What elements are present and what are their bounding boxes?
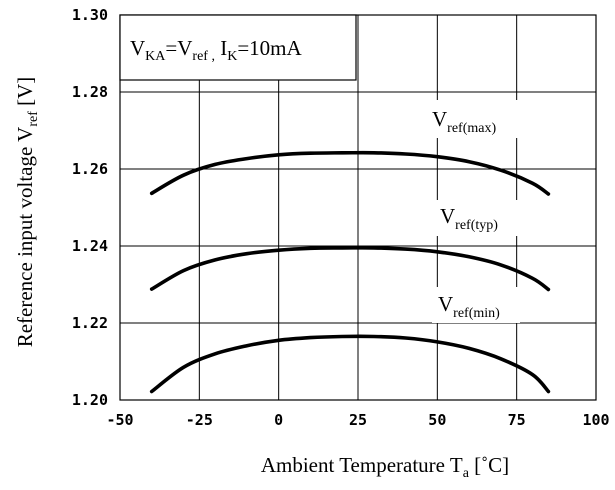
x-tick-label: 100 [582, 411, 609, 429]
y-tick-label: 1.20 [72, 391, 108, 409]
y-tick-label: 1.24 [72, 237, 108, 255]
x-tick-label: 25 [349, 411, 367, 429]
tick-labels: -50 -25 0 25 50 75 100 1.30 1.28 1.26 1.24 1.22 1.20 [72, 6, 610, 429]
y-tick-label: 1.22 [72, 314, 108, 332]
x-tick-label: 0 [274, 411, 283, 429]
x-tick-label: 50 [428, 411, 446, 429]
y-tick-label: 1.30 [72, 6, 108, 24]
x-tick-label: -25 [186, 411, 213, 429]
y-tick-label: 1.26 [72, 160, 108, 178]
svg-text:Vref(typ): Vref(typ) [440, 204, 498, 233]
y-axis-title: Reference input voltage Vref [V] [13, 77, 41, 348]
condition-text: VKA=Vref , IK=10mA [130, 36, 303, 64]
svg-text:Vref(min): Vref(min) [438, 292, 500, 321]
plot-frame [119, 14, 597, 401]
condition-box-frame [119, 14, 357, 81]
series-line-ref-typ [149, 246, 551, 292]
series-line-ref-max [149, 150, 551, 196]
series-label-max: Vref(max) [425, 100, 521, 138]
x-tick-label: -50 [106, 411, 133, 429]
series-layer [149, 150, 551, 394]
svg-text:Vref(max): Vref(max) [432, 107, 496, 136]
series-label-typ: Vref(typ) [435, 200, 521, 236]
series-label-min: Vref(min) [432, 287, 520, 323]
y-tick-label: 1.28 [72, 83, 108, 101]
x-tick-label: 75 [508, 411, 526, 429]
series-line-ref-min [149, 334, 551, 394]
condition-box: VKA=Vref , IK=10mA [119, 14, 357, 81]
x-axis-title: Ambient Temperature Ta [˚C] [261, 453, 509, 481]
